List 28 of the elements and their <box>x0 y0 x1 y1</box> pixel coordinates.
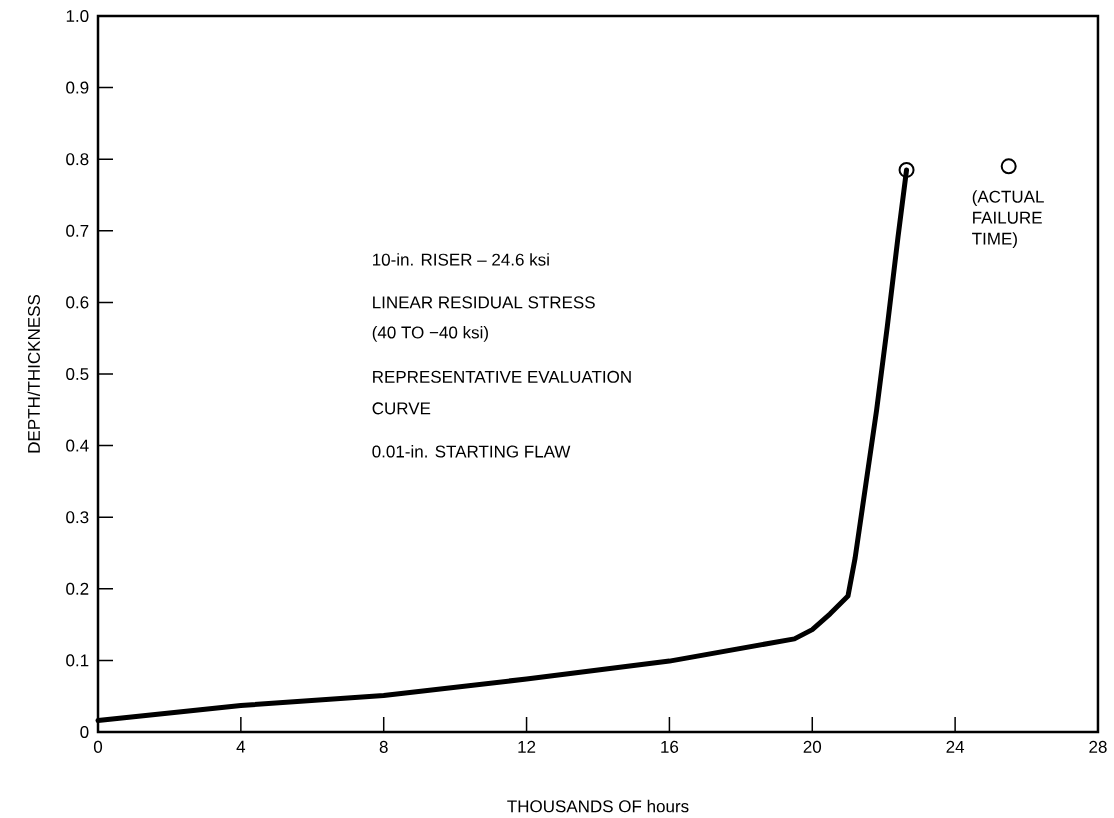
x-tick-label: 24 <box>946 740 965 753</box>
y-tick-label: 0.8 <box>66 153 89 166</box>
y-axis-title: DEPTH/THICKNESS <box>27 294 40 453</box>
y-tick-label: 0 <box>80 725 89 739</box>
x-tick-label: 20 <box>803 740 822 753</box>
x-tick-label: 8 <box>379 740 388 753</box>
y-tick-label: 0.9 <box>66 81 89 94</box>
y-tick-label: 0.2 <box>66 582 89 595</box>
annotation: (40 TO −40 ksi) <box>372 325 488 342</box>
y-tick-label: 0.4 <box>66 439 89 452</box>
x-axis-title: THOUSANDS OF hours <box>507 799 689 813</box>
annotation: CURVE <box>372 402 431 415</box>
y-tick-label: 0.3 <box>66 511 89 524</box>
annotation: (ACTUAL FAILURE TIME) <box>972 190 1044 249</box>
annotation: LINEAR RESIDUAL STRESS <box>373 296 595 309</box>
x-tick-label: 28 <box>1089 740 1107 753</box>
y-tick-label: 1.0 <box>66 9 89 23</box>
annotation: 10-in. RISER – 24.6 ksi <box>373 253 549 266</box>
y-tick-label: 0.7 <box>66 224 89 237</box>
annotation: REPRESENTATIVE EVALUATION <box>373 370 631 383</box>
x-tick-label: 0 <box>93 740 103 753</box>
y-tick-label: 0.5 <box>66 367 89 381</box>
x-tick-label: 12 <box>518 740 536 753</box>
x-tick-label: 4 <box>236 740 246 753</box>
x-tick-label: 16 <box>661 740 679 753</box>
annotation: 0.01-in. STARTING FLAW <box>372 445 571 458</box>
y-tick-label: 0.6 <box>66 296 89 309</box>
y-tick-label: 0.1 <box>66 654 89 667</box>
